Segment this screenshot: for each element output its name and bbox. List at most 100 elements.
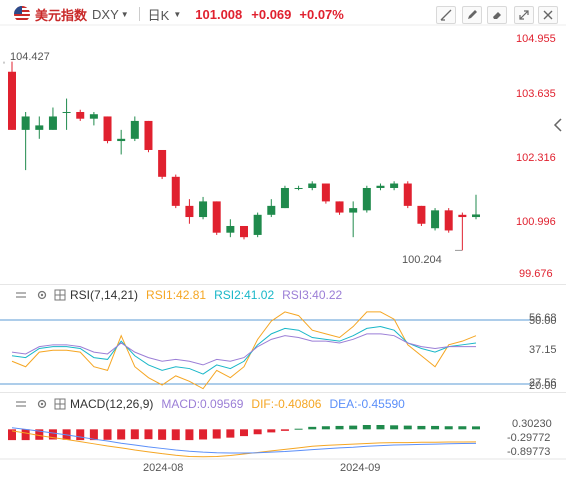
divider bbox=[138, 7, 140, 21]
macd-histogram-bar bbox=[403, 425, 412, 430]
close-icon bbox=[543, 10, 553, 20]
panel-divider bbox=[0, 392, 566, 393]
date-label: 2024-08 bbox=[143, 462, 184, 474]
pencil-tool-button[interactable] bbox=[462, 6, 482, 24]
rsi-axis-label: 56.68 bbox=[529, 312, 557, 324]
macd-histogram-bar bbox=[130, 429, 139, 440]
close-button[interactable] bbox=[538, 6, 558, 24]
candle-body bbox=[117, 138, 126, 142]
candle-body bbox=[212, 201, 221, 233]
candle-body bbox=[390, 183, 399, 188]
candle-body bbox=[321, 183, 330, 202]
rsi3-value: RSI3:40.22 bbox=[282, 288, 343, 302]
pencil-icon bbox=[468, 10, 477, 19]
price-axis-label: 102.316 bbox=[516, 152, 556, 164]
rsi-header: RSI(7,14,21) RSI1:42.81 RSI2:41.02 RSI3:… bbox=[0, 287, 342, 303]
macd-histogram-bar bbox=[158, 429, 167, 440]
macd-histogram-bar bbox=[253, 429, 262, 435]
macd-histogram-bar bbox=[280, 429, 289, 431]
rsi-indicator-icon[interactable] bbox=[53, 289, 66, 302]
macd-histogram-bar bbox=[431, 425, 440, 430]
rsi-label[interactable]: RSI(7,14,21) bbox=[70, 288, 139, 302]
macd-histogram-bar bbox=[390, 425, 399, 430]
candle-body bbox=[144, 120, 153, 150]
candle-body bbox=[349, 208, 358, 213]
scroll-left-button[interactable] bbox=[551, 116, 565, 134]
macd-axis-label: -0.29772 bbox=[507, 432, 551, 444]
macd-histogram-bar bbox=[458, 426, 467, 430]
current-price: 101.008 bbox=[195, 6, 243, 22]
settings-icon[interactable] bbox=[35, 289, 48, 302]
macd-histogram-bar bbox=[117, 429, 126, 440]
candle-body bbox=[103, 116, 112, 142]
settings-icon[interactable] bbox=[35, 398, 48, 411]
dif-value: DIF:-0.40806 bbox=[251, 397, 322, 411]
candle-body bbox=[199, 201, 208, 218]
high-annotation: 104.427 bbox=[10, 51, 50, 63]
candle-body bbox=[185, 205, 194, 218]
macd-histogram-bar bbox=[212, 429, 221, 439]
panel-toggle-icon[interactable] bbox=[14, 289, 27, 302]
candle-body bbox=[376, 185, 385, 188]
date-label: 2024-09 bbox=[340, 462, 381, 474]
candle-body bbox=[21, 116, 30, 130]
drawing-tool-button[interactable] bbox=[436, 6, 456, 24]
period-selector[interactable]: 日K bbox=[147, 7, 170, 23]
macd-histogram-bar bbox=[335, 425, 344, 430]
macd-histogram-bar bbox=[444, 426, 453, 430]
candle-body bbox=[335, 201, 344, 213]
chevron-left-icon bbox=[553, 118, 562, 132]
low-annotation: 100.204 bbox=[402, 254, 442, 266]
candle-body bbox=[226, 225, 235, 233]
eraser-tool-button[interactable] bbox=[487, 6, 507, 24]
macd-value: MACD:0.09569 bbox=[161, 397, 244, 411]
macd-histogram-bar bbox=[294, 428, 303, 430]
macd-histogram-bar bbox=[76, 429, 85, 441]
fullscreen-icon bbox=[519, 10, 529, 20]
candle-body bbox=[444, 210, 453, 231]
panel-divider bbox=[0, 284, 566, 285]
dif-line bbox=[11, 430, 477, 458]
macd-histogram-bar bbox=[199, 429, 208, 440]
macd-histogram-bar bbox=[185, 429, 194, 441]
macd-histogram-bar bbox=[472, 426, 480, 430]
candle-body bbox=[308, 183, 317, 188]
macd-histogram-bar bbox=[89, 429, 98, 441]
macd-histogram-bar bbox=[267, 429, 276, 433]
candle-body bbox=[431, 210, 440, 229]
macd-axis-label: -0.89773 bbox=[507, 446, 551, 458]
macd-indicator-icon[interactable] bbox=[53, 398, 66, 411]
candle-body bbox=[171, 176, 180, 206]
period-dropdown-icon[interactable]: ▼ bbox=[173, 9, 182, 19]
candle-body bbox=[62, 111, 71, 113]
macd-histogram-bar bbox=[35, 429, 44, 440]
candle-body bbox=[403, 183, 412, 206]
instrument-name[interactable]: 美元指数 bbox=[35, 7, 88, 23]
instrument-code[interactable]: DXY bbox=[92, 6, 119, 22]
candle-body bbox=[130, 120, 139, 139]
rsi-axis-label: 27.56 bbox=[529, 377, 557, 389]
price-change: +0.069 bbox=[251, 6, 292, 22]
candle-body bbox=[267, 205, 276, 215]
header-bar: 美元指数 DXY ▼ 日K ▼ 101.008 +0.069 +0.07% bbox=[0, 0, 566, 28]
fullscreen-button[interactable] bbox=[514, 6, 534, 24]
candle-body bbox=[89, 114, 98, 119]
macd-histogram-bar bbox=[240, 429, 248, 437]
instrument-dropdown-icon[interactable]: ▼ bbox=[120, 9, 129, 19]
eraser-icon bbox=[493, 12, 501, 19]
rsi2-value: RSI2:41.02 bbox=[214, 288, 275, 302]
panel-toggle-icon[interactable] bbox=[14, 398, 27, 411]
macd-label[interactable]: MACD(12,26,9) bbox=[70, 397, 154, 411]
macd-histogram-bar bbox=[417, 425, 426, 430]
candle-body bbox=[76, 111, 85, 119]
price-axis-label: 100.996 bbox=[516, 216, 556, 228]
rsi-axis-label: 50.00 bbox=[529, 315, 557, 327]
macd-histogram-bar bbox=[144, 429, 153, 440]
price-axis-label: 99.676 bbox=[519, 268, 553, 280]
candle-body bbox=[458, 214, 467, 218]
price-axis-label: 103.635 bbox=[516, 88, 556, 100]
candle-body bbox=[280, 187, 289, 209]
us-flag-icon bbox=[14, 6, 30, 22]
